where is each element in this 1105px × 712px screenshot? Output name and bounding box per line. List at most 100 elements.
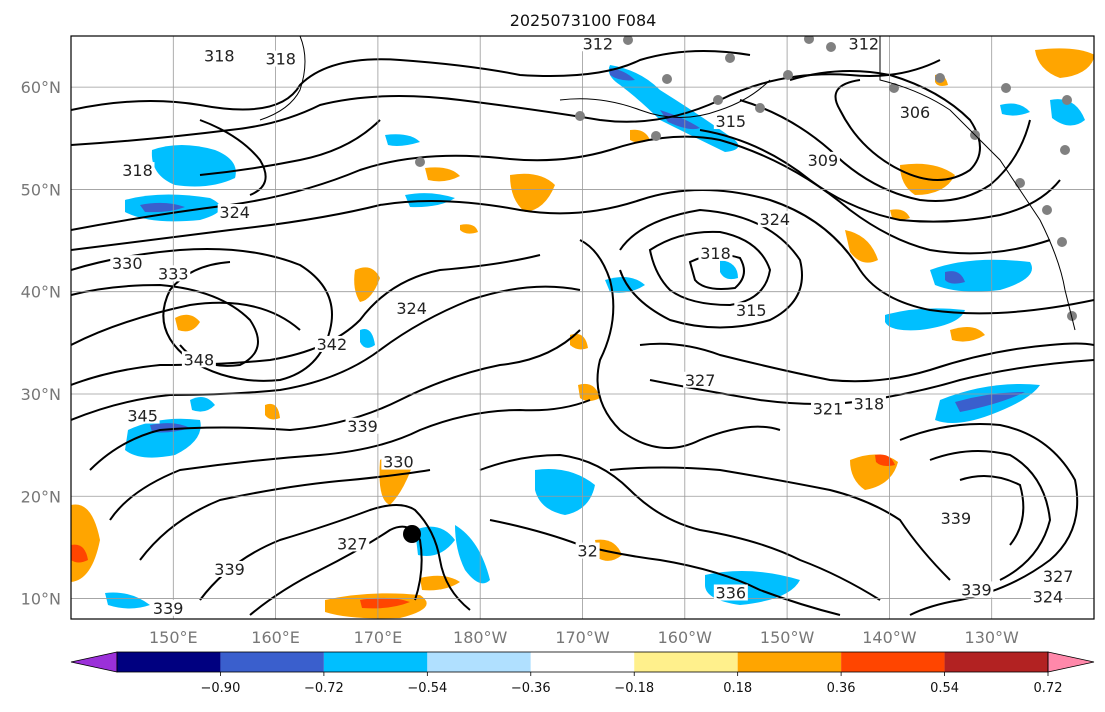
- contour-label: 339: [347, 417, 378, 436]
- negative-anomaly: [151, 145, 236, 187]
- negative-anomaly: [720, 260, 738, 280]
- contour-label-bg: [217, 204, 252, 221]
- lon-tick-label: 150°E: [149, 628, 198, 647]
- lat-tick-label: 50°N: [21, 180, 61, 199]
- contour-line: [479, 453, 881, 601]
- contour-line: [929, 450, 1052, 581]
- lat-tick-label: 40°N: [21, 283, 61, 302]
- positive-anomaly: [175, 314, 200, 332]
- positive-anomaly: [570, 333, 588, 350]
- colorbar-extend-low: [70, 651, 118, 673]
- station-markers: [415, 36, 1077, 321]
- contour-label-bg: [314, 335, 349, 352]
- contour-label: 348: [184, 350, 215, 369]
- positive-anomaly: [71, 504, 100, 582]
- chart-title: 2025073100 F084: [510, 11, 657, 30]
- coastline: [259, 36, 306, 121]
- negative-anomaly: [930, 259, 1032, 292]
- station-marker: [783, 70, 793, 80]
- contour-label-bg: [683, 371, 718, 388]
- positive-anomaly: [425, 167, 460, 182]
- contour-label: 324: [760, 210, 791, 229]
- positive-anomaly: [595, 539, 622, 561]
- station-marker: [662, 74, 672, 84]
- contour-label-bg: [1030, 588, 1065, 605]
- contour-label-bg: [120, 162, 155, 179]
- colorbar-tick-label: 0.36: [827, 681, 856, 696]
- colorbar-segment: [634, 652, 738, 672]
- contour-line: [71, 285, 581, 421]
- contour-label-bg: [181, 351, 216, 368]
- negative-anomaly: [190, 396, 215, 412]
- lon-tick-label: 170°E: [354, 628, 403, 647]
- contour-label-bg: [897, 103, 932, 120]
- contour-label: 318: [854, 394, 885, 413]
- contour-label: 312: [583, 34, 614, 53]
- coastline: [559, 79, 771, 118]
- contour-label: 330: [383, 453, 414, 472]
- contour-line: [648, 230, 772, 307]
- positive-anomaly: [1035, 48, 1094, 78]
- positive-anomaly: [875, 454, 895, 466]
- station-marker: [804, 36, 814, 44]
- positive-anomaly: [460, 224, 478, 234]
- contour-line: [71, 189, 1094, 315]
- station-marker: [725, 53, 735, 63]
- contour-line: [639, 342, 1094, 383]
- station-marker: [826, 42, 836, 52]
- contour-label-bg: [811, 400, 846, 417]
- contour-line: [249, 525, 423, 616]
- contour-line: [199, 119, 381, 176]
- contour-label-bg: [851, 395, 886, 412]
- contour-label-bg: [335, 535, 370, 552]
- colorbar-tick-label: 0.54: [930, 681, 959, 696]
- contour-label: 327: [685, 371, 716, 390]
- contour-line: [899, 423, 1079, 616]
- contour-label: 321: [813, 399, 844, 418]
- contour-label: 339: [153, 599, 184, 618]
- station-marker: [889, 83, 899, 93]
- positive-anomaly: [950, 326, 985, 342]
- colorbar-tick-label: −0.90: [201, 681, 241, 696]
- negative-anomaly: [660, 110, 700, 130]
- contour-label-bg: [713, 112, 748, 129]
- contour-label: 32: [577, 542, 597, 561]
- contour-label: 306: [900, 103, 931, 122]
- colorbar-segment: [427, 652, 531, 672]
- positive-anomaly: [578, 383, 600, 401]
- colorbar-segment: [737, 652, 842, 672]
- coastline: [879, 36, 1076, 331]
- station-marker: [623, 36, 633, 45]
- contour-label: 315: [736, 301, 767, 320]
- positive-anomaly: [890, 209, 910, 220]
- station-marker: [651, 131, 661, 141]
- contour-label-bg: [156, 265, 191, 282]
- longitude-labels: 150°E 160°E 170°E 180°W 170°W 160°W 150°W 140°W…: [149, 628, 1019, 647]
- contour-line: [71, 283, 259, 367]
- contour-label: 324: [219, 203, 250, 222]
- positive-anomaly: [71, 544, 88, 563]
- positive-anomaly: [354, 267, 380, 302]
- colorbar-tick-label: −0.72: [304, 681, 344, 696]
- contour-label: 327: [337, 534, 368, 553]
- contour-label: 330: [112, 254, 143, 273]
- contour-label: 333: [158, 264, 189, 283]
- colorbar-tick-label: −0.36: [511, 681, 551, 696]
- colorbar-tick-label: −0.54: [407, 681, 447, 696]
- lon-tick-label: 170°W: [555, 628, 610, 647]
- negative-anomaly: [885, 308, 965, 331]
- negative-anomaly: [1000, 103, 1030, 116]
- station-marker: [1015, 178, 1025, 188]
- contour-line: [71, 50, 751, 111]
- negative-anomaly: [605, 276, 645, 293]
- lon-tick-label: 130°W: [965, 628, 1020, 647]
- positive-anomaly: [845, 230, 878, 263]
- station-marker: [713, 95, 723, 105]
- contour-line: [789, 70, 981, 181]
- lon-tick-label: 150°W: [760, 628, 815, 647]
- contour-line: [139, 469, 431, 561]
- contour-label-bg: [938, 509, 973, 526]
- negative-anomaly: [610, 68, 635, 81]
- contour-label-bg: [713, 584, 748, 601]
